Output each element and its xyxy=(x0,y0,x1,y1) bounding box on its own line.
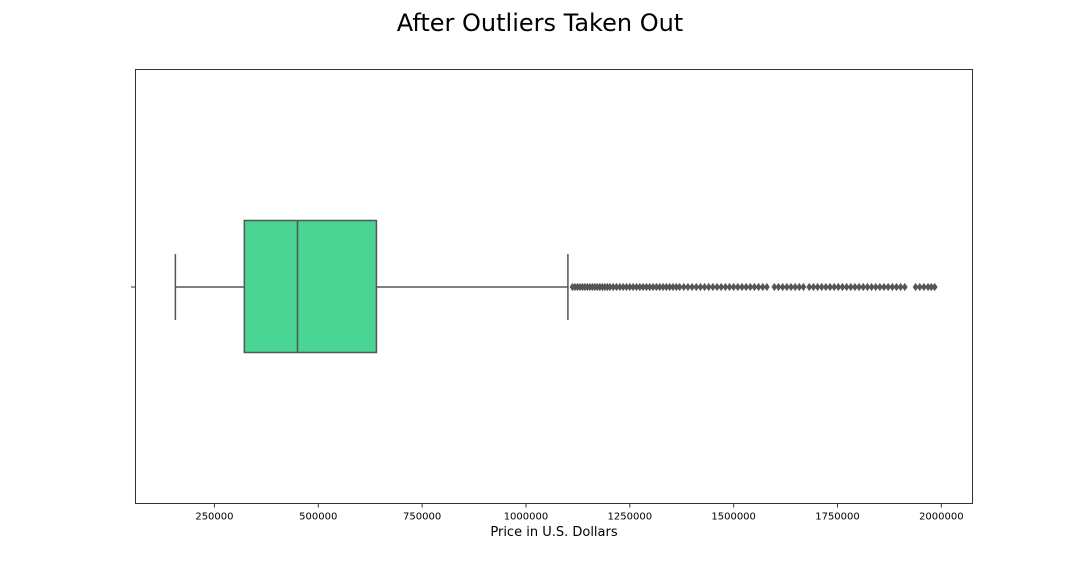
x-tick-label: 250000 xyxy=(195,512,233,523)
outlier-point xyxy=(852,282,858,292)
outlier-point xyxy=(747,282,754,292)
outlier-point xyxy=(901,282,908,292)
outlier-point xyxy=(864,282,871,292)
outlier-point xyxy=(779,282,786,292)
outlier-point xyxy=(709,282,716,292)
outlier-point xyxy=(893,282,900,292)
x-tick-label: 750000 xyxy=(403,512,441,523)
outlier-point xyxy=(689,282,696,292)
outlier-point xyxy=(676,282,683,292)
outlier-point xyxy=(810,282,817,292)
x-tick-label: 1000000 xyxy=(504,512,549,523)
outlier-point xyxy=(868,282,875,292)
x-tick-label: 2000000 xyxy=(919,512,964,523)
x-axis-label: Price in U.S. Dollars xyxy=(490,525,617,540)
outlier-point xyxy=(792,282,799,292)
outlier-point xyxy=(771,282,778,292)
chart-title: After Outliers Taken Out xyxy=(397,9,683,37)
outlier-point xyxy=(827,282,833,292)
x-axis-ticks: 250000 500000 750000 1000000 1250000 1500000 1… xyxy=(195,503,964,523)
outlier-point xyxy=(755,282,762,292)
outlier-point xyxy=(889,282,896,292)
x-tick-label: 1750000 xyxy=(815,512,860,523)
outlier-point xyxy=(734,282,741,292)
outlier-point xyxy=(847,282,854,292)
iqr-box xyxy=(243,219,378,354)
outlier-point xyxy=(921,282,927,292)
x-tick-label: 1250000 xyxy=(608,512,653,523)
outlier-point xyxy=(872,282,879,292)
outlier-point xyxy=(912,282,919,292)
outlier-point xyxy=(843,282,850,292)
outlier-point xyxy=(822,282,829,292)
outlier-point xyxy=(860,282,867,292)
outlier-point xyxy=(722,282,729,292)
outlier-point xyxy=(726,282,733,292)
outlier-point xyxy=(759,282,766,292)
outlier-point xyxy=(718,282,725,292)
x-tick-label: 1500000 xyxy=(711,512,756,523)
outlier-point xyxy=(806,282,813,292)
outlier-point xyxy=(876,282,883,292)
outlier-point xyxy=(693,282,700,292)
outlier-point xyxy=(751,282,758,292)
outlier-point xyxy=(714,282,720,292)
plot-marks xyxy=(174,219,938,354)
outlier-point xyxy=(835,282,842,292)
x-tick-label: 500000 xyxy=(299,512,337,523)
outlier-point xyxy=(775,282,782,292)
outlier-point xyxy=(701,282,708,292)
outlier-point xyxy=(739,282,745,292)
outlier-point xyxy=(897,282,904,292)
outlier-point xyxy=(685,282,691,292)
outlier-point xyxy=(680,282,687,292)
outlier-point xyxy=(800,282,807,292)
outlier-point xyxy=(796,282,803,292)
outlier-point xyxy=(931,282,938,292)
outlier-point xyxy=(705,282,712,292)
outlier-point xyxy=(885,282,892,292)
outlier-point xyxy=(916,282,923,292)
outlier-point xyxy=(814,282,821,292)
outlier-point xyxy=(839,282,846,292)
outlier-point xyxy=(783,282,790,292)
outlier-point xyxy=(831,282,838,292)
outlier-point xyxy=(856,282,862,292)
outlier-point xyxy=(788,282,794,292)
outlier-point xyxy=(730,282,737,292)
outlier-point xyxy=(881,282,887,292)
outlier-point xyxy=(763,282,770,292)
outlier-point xyxy=(818,282,825,292)
outlier-point xyxy=(743,282,750,292)
outlier-point xyxy=(697,282,704,292)
